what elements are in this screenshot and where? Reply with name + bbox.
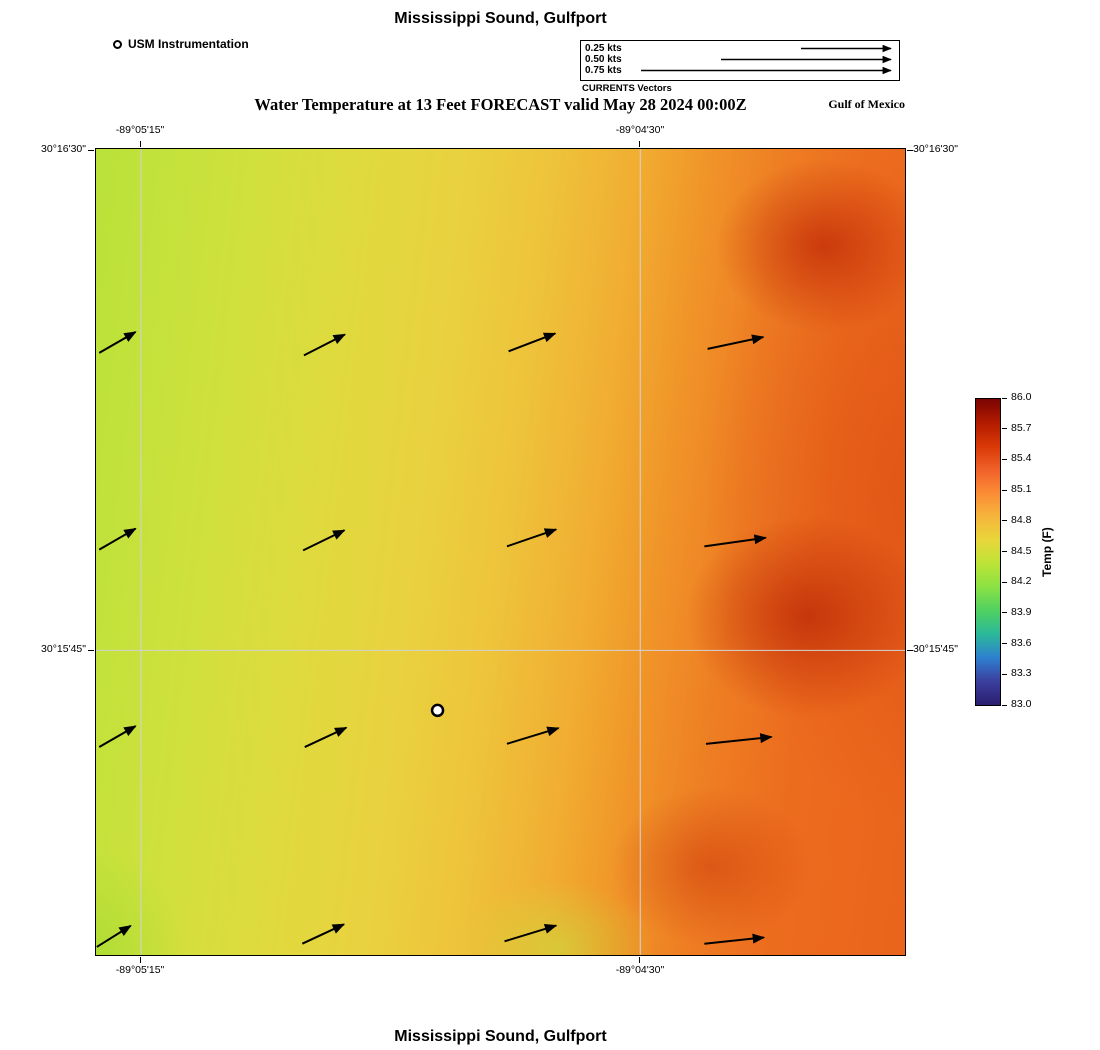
- map-plot-area: [95, 148, 906, 956]
- current-vector-arrow: [303, 333, 346, 357]
- y-axis-tick-left: [88, 649, 94, 651]
- station-circle-icon: [113, 39, 122, 49]
- y-axis-tick-right: [907, 649, 913, 651]
- legend-speed-label: 0.25 kts: [585, 43, 622, 54]
- colorbar-title: Temp (F): [1040, 527, 1054, 577]
- colorbar-tick: [1002, 673, 1007, 675]
- y-axis-label-right: 30°15'45": [913, 643, 958, 656]
- current-vector-arrow: [98, 527, 137, 551]
- current-vector-arrow: [504, 924, 558, 943]
- colorbar-tick: [1002, 551, 1007, 552]
- region-label: Gulf of Mexico: [828, 97, 905, 111]
- legend-speed-arrow: [721, 55, 892, 64]
- colorbar-tick-label: 84.8: [1011, 513, 1032, 526]
- legend-speed-row: 0.50 kts: [585, 54, 897, 65]
- temperature-colorbar: [975, 398, 1001, 706]
- x-axis-label-bottom: -89°05'15": [115, 964, 165, 976]
- colorbar-tick: [1002, 458, 1007, 460]
- legend-speed-label: 0.50 kts: [585, 54, 622, 65]
- currents-legend-title: CURRENTS Vectors: [582, 83, 672, 94]
- temperature-heatmap: [96, 149, 905, 955]
- colorbar-tick: [1002, 397, 1007, 399]
- current-vector-arrow: [707, 334, 765, 350]
- figure-title-bottom: Mississippi Sound, Gulfport: [394, 1028, 607, 1045]
- forecast-title: Water Temperature at 13 Feet FORECAST va…: [254, 95, 747, 114]
- y-axis-label-right: 30°16'30": [913, 143, 958, 156]
- colorbar-tick-label: 85.7: [1011, 421, 1032, 434]
- y-axis-tick-left: [88, 149, 94, 151]
- colorbar-tick-label: 83.0: [1011, 698, 1032, 710]
- colorbar-tick: [1002, 520, 1007, 522]
- x-axis-tick-bottom: [139, 957, 141, 963]
- legend-speed-arrow: [801, 44, 892, 53]
- legend-speed-arrow: [641, 66, 892, 75]
- x-axis-tick-top: [139, 141, 141, 147]
- x-axis-tick-bottom: [639, 957, 641, 963]
- current-vector-arrow: [704, 534, 767, 548]
- colorbar-tick-label: 83.9: [1011, 605, 1032, 618]
- current-vector-arrow: [96, 924, 132, 948]
- colorbar-tick-label: 85.4: [1011, 452, 1032, 465]
- instrumentation-legend: USM Instrumentation: [113, 37, 249, 51]
- figure-title-top: Mississippi Sound, Gulfport: [394, 10, 607, 27]
- colorbar-tick-label: 84.5: [1011, 544, 1032, 557]
- current-vector-arrow: [98, 331, 137, 354]
- x-axis-tick-top: [639, 141, 641, 147]
- y-axis-label-left: 30°15'45": [41, 643, 86, 656]
- colorbar-tick: [1002, 489, 1007, 491]
- legend-speed-row: 0.25 kts: [585, 43, 897, 54]
- y-axis-tick-right: [907, 149, 913, 151]
- current-vector-arrow: [506, 528, 558, 548]
- colorbar-tick: [1002, 581, 1007, 583]
- current-vector-arrow: [508, 332, 557, 353]
- colorbar-tick-label: 83.3: [1011, 667, 1032, 680]
- currents-speed-legend: 0.25 kts 0.50 kts 0.75 kts: [580, 40, 900, 81]
- x-axis-label-top: -89°05'15": [115, 124, 165, 136]
- legend-speed-row: 0.75 kts: [585, 65, 897, 76]
- current-vector-arrow: [704, 933, 766, 945]
- colorbar-tick: [1002, 612, 1007, 614]
- colorbar-tick: [1002, 428, 1007, 430]
- colorbar-tick-label: 84.2: [1011, 575, 1032, 588]
- usm-station-marker: [430, 703, 445, 718]
- plot-overlay: [96, 149, 905, 955]
- instrumentation-label: USM Instrumentation: [128, 37, 249, 51]
- x-axis-label-bottom: -89°04'30": [615, 964, 665, 976]
- colorbar-tick: [1002, 643, 1007, 645]
- colorbar-tick-label: 86.0: [1011, 391, 1032, 403]
- current-vector-arrow: [304, 726, 348, 748]
- current-vector-arrow: [98, 725, 137, 748]
- colorbar-tick-label: 85.1: [1011, 483, 1032, 496]
- current-vector-arrow: [302, 529, 346, 552]
- current-vector-arrow: [506, 726, 560, 745]
- x-axis-label-top: -89°04'30": [615, 124, 665, 136]
- current-vector-arrow: [705, 733, 773, 745]
- colorbar-tick-label: 83.6: [1011, 636, 1032, 649]
- legend-speed-label: 0.75 kts: [585, 65, 622, 76]
- current-vector-arrow: [301, 923, 346, 945]
- y-axis-label-left: 30°16'30": [41, 143, 86, 156]
- colorbar-tick: [1002, 704, 1007, 706]
